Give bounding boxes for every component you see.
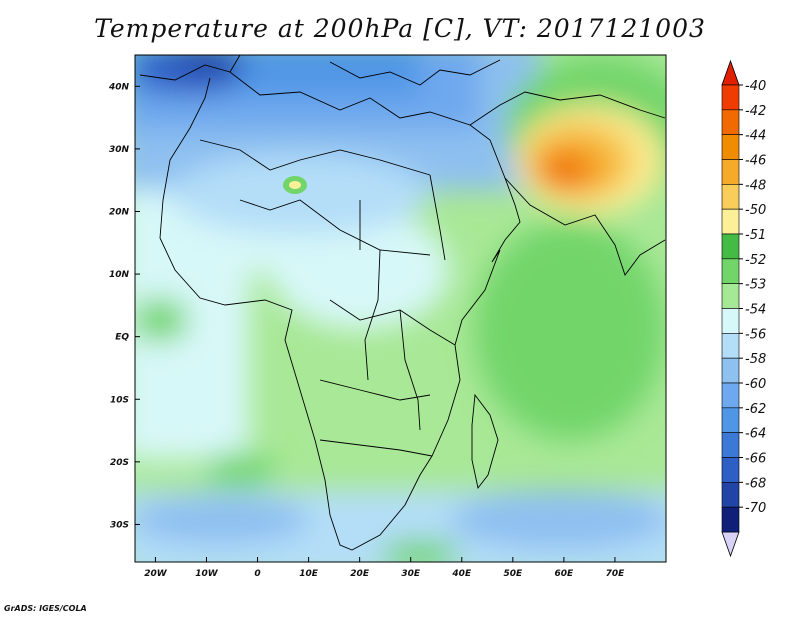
colorbar-swatch xyxy=(721,258,740,284)
lon-tick-label: 60E xyxy=(555,569,575,579)
lon-tick-label: 50E xyxy=(503,569,523,579)
colorbar-label: -58 xyxy=(745,352,766,367)
lon-tick-label: 20W xyxy=(144,569,168,579)
colorbar-swatch xyxy=(721,208,740,235)
lat-tick-label: 10N xyxy=(109,270,130,280)
map-title: Temperature at 200hPa [C], VT: 201712100… xyxy=(94,14,706,43)
colorbar-label: -50 xyxy=(745,203,766,218)
colorbar-label: -54 xyxy=(745,303,766,318)
latitude-ticks: 40N 30N 20N 10N EQ 10S 20S 30S xyxy=(108,82,140,530)
colorbar-swatch xyxy=(721,283,740,309)
colorbar-bottom-arrow xyxy=(721,531,740,558)
colorbar-label: -70 xyxy=(745,501,766,516)
lon-tick-label: 10W xyxy=(195,569,219,579)
temperature-field xyxy=(135,55,666,562)
colorbar-label: -40 xyxy=(745,79,766,94)
colorbar-label: -46 xyxy=(745,154,766,169)
colorbar-top-arrow xyxy=(721,59,740,86)
colorbar-swatch xyxy=(721,506,740,533)
lon-tick-label: 10E xyxy=(299,569,319,579)
colorbar-label: -44 xyxy=(745,129,766,144)
colorbar: -40 -42 -44 -46 -48 -50 -51 -52 -53 -54 -56 -58 -60 -… xyxy=(721,59,766,558)
lat-tick-label: 20N xyxy=(109,207,130,217)
colorbar-swatch xyxy=(721,134,740,160)
colorbar-label: -42 xyxy=(745,104,766,119)
lat-tick-label: 10S xyxy=(110,395,129,405)
lon-tick-label: 0 xyxy=(254,569,260,579)
colorbar-swatch xyxy=(721,84,740,111)
grads-credit: GrADS: IGES/COLA xyxy=(4,604,87,613)
colorbar-swatch xyxy=(721,109,740,135)
lat-tick-label: 20S xyxy=(110,458,129,468)
lat-tick-label: 40N xyxy=(108,82,130,92)
colorbar-swatch xyxy=(721,357,740,384)
lon-tick-label: 20E xyxy=(350,569,370,579)
lat-tick-label: 30N xyxy=(109,145,130,155)
colorbar-label: -56 xyxy=(745,327,766,342)
lat-tick-label: 30S xyxy=(110,520,129,530)
colorbar-label: -52 xyxy=(745,253,766,268)
colorbar-label: -60 xyxy=(745,377,766,392)
colorbar-swatch xyxy=(721,159,740,185)
colorbar-swatch xyxy=(721,308,740,334)
colorbar-swatch xyxy=(721,457,740,483)
colorbar-label: -68 xyxy=(745,476,766,491)
colorbar-label: -51 xyxy=(745,228,766,243)
colorbar-swatch xyxy=(721,482,740,508)
lon-tick-label: 40E xyxy=(451,569,472,579)
lon-tick-label: 30E xyxy=(401,569,421,579)
colorbar-label: -64 xyxy=(745,427,766,442)
colorbar-swatch xyxy=(721,184,740,210)
coastline-borders xyxy=(139,55,666,551)
map-frame: 20W 10W 0 10E 20E 30E 40E 50E 60E 70E 40N 30N 20N 10… xyxy=(108,54,667,579)
colorbar-swatch xyxy=(721,382,740,409)
colorbar-swatch xyxy=(721,333,740,359)
colorbar-label: -62 xyxy=(745,402,766,417)
colorbar-label: -48 xyxy=(745,178,766,193)
colorbar-swatch xyxy=(721,233,740,260)
colorbar-label: -53 xyxy=(745,278,766,293)
lon-tick-label: 70E xyxy=(606,569,626,579)
longitude-ticks: 20W 10W 0 10E 20E 30E 40E 50E 60E 70E xyxy=(144,557,625,579)
colorbar-swatch xyxy=(721,432,740,458)
colorbar-label: -66 xyxy=(745,452,766,467)
colorbar-swatch xyxy=(721,407,740,433)
lat-tick-label: EQ xyxy=(115,333,129,343)
